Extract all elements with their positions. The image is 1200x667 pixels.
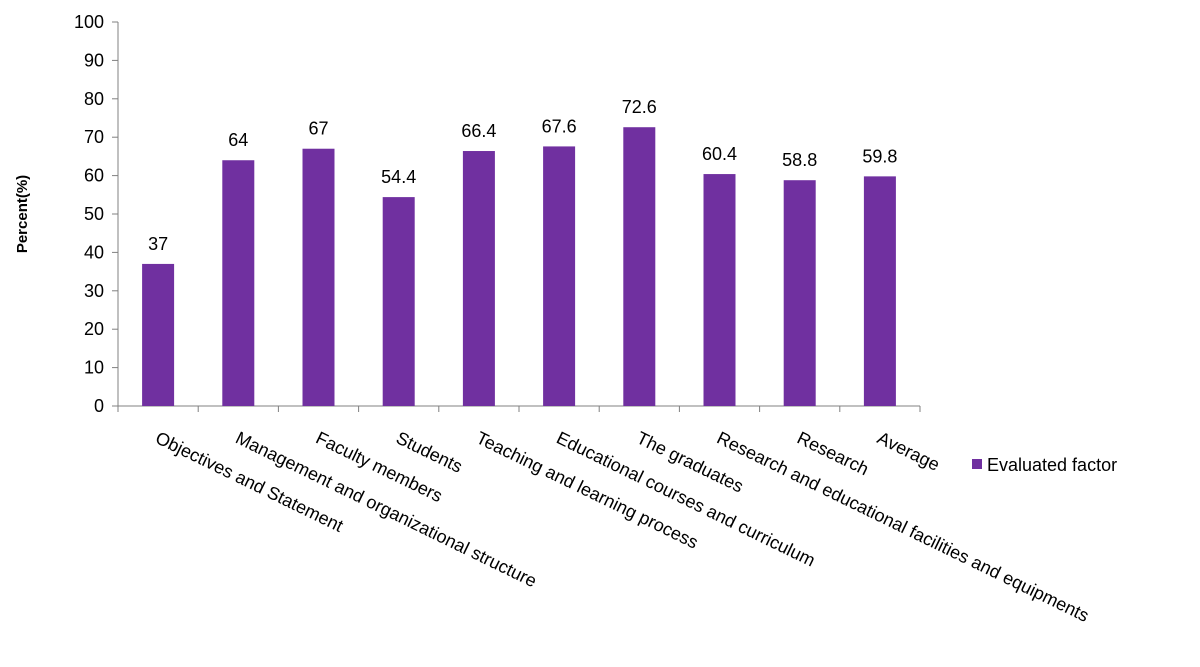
data-label: 59.8 — [862, 146, 897, 166]
y-tick-label: 60 — [84, 166, 104, 186]
y-ticks: 0 10 20 30 40 50 60 70 80 90 100 — [74, 12, 118, 416]
legend: Evaluated factor — [972, 455, 1117, 475]
y-tick-label: 10 — [84, 358, 104, 378]
y-tick-label: 50 — [84, 204, 104, 224]
y-tick-label: 70 — [84, 127, 104, 147]
bar — [462, 151, 495, 406]
bar — [543, 146, 576, 406]
bar — [142, 263, 175, 406]
data-label: 72.6 — [622, 97, 657, 117]
y-tick-label: 30 — [84, 281, 104, 301]
data-labels: 37 64 67 54.4 66.4 67.6 72.6 60.4 58.8 59.8 — [148, 97, 897, 254]
x-tick-label: Average — [874, 428, 943, 475]
y-tick-label: 80 — [84, 89, 104, 109]
data-label: 58.8 — [782, 150, 817, 170]
bars — [142, 127, 896, 406]
y-tick-label: 0 — [94, 396, 104, 416]
legend-swatch — [972, 459, 982, 469]
data-label: 60.4 — [702, 144, 737, 164]
bar — [783, 180, 816, 406]
data-label: 64 — [228, 130, 248, 150]
bar — [623, 127, 656, 406]
data-label: 67 — [308, 119, 328, 139]
y-tick-label: 100 — [74, 12, 104, 32]
y-axis-title: Percent(%) — [14, 175, 31, 253]
x-ticks — [117, 406, 921, 412]
legend-label: Evaluated factor — [987, 455, 1117, 475]
bar — [382, 197, 415, 406]
y-tick-label: 20 — [84, 319, 104, 339]
bar — [703, 174, 736, 406]
y-tick-label: 40 — [84, 242, 104, 262]
y-axis: 0 10 20 30 40 50 60 70 80 90 100 Percent(%) — [14, 12, 119, 416]
bar — [863, 176, 896, 406]
bar — [222, 160, 255, 406]
y-tick-label: 90 — [84, 50, 104, 70]
data-label: 54.4 — [381, 167, 416, 187]
data-label: 67.6 — [542, 116, 577, 136]
data-label: 66.4 — [461, 121, 496, 141]
data-label: 37 — [148, 234, 168, 254]
bar — [302, 148, 335, 406]
